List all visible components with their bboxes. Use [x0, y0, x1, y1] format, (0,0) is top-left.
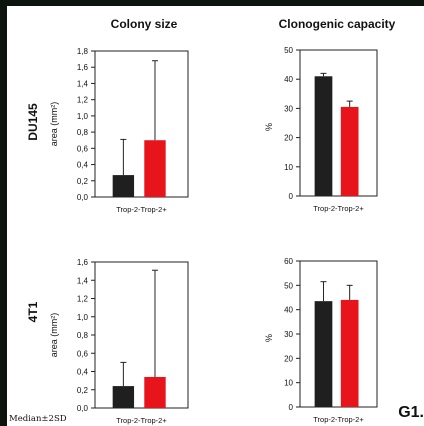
- y-tick-label: 30: [284, 330, 293, 339]
- y-tick-label: 50: [284, 281, 293, 290]
- y-tick-label: 0,8: [77, 331, 89, 340]
- y-tick-label: 40: [284, 75, 293, 84]
- category-labels: Trop-2-Trop-2+: [313, 204, 364, 213]
- y-tick-label: 1,6: [77, 63, 89, 72]
- y-tick-label: 0,4: [77, 161, 89, 170]
- y-tick-label: 0,2: [77, 177, 89, 186]
- row-label-4t1: 4T1: [26, 301, 40, 322]
- y-tick-label: 1,6: [77, 258, 89, 267]
- y-tick-label: 1,4: [77, 79, 89, 88]
- bar-trop2-pos: [144, 376, 166, 408]
- y-tick-label: 0: [289, 192, 294, 201]
- bar-trop2-pos: [340, 299, 359, 407]
- y-tick-label: 10: [284, 163, 293, 172]
- category-labels: Trop-2-Trop-2+: [313, 415, 364, 424]
- charts-group: 0,0 0,2 0,4 0,6 0,8 1,0 1,2 1,4 1,6 1,8 area (mm²)…: [49, 46, 378, 425]
- chart-du145-clonogenic-capacity: 0 10 20 30 40 50% Trop-2-Trop-2+: [264, 46, 378, 213]
- y-axis-label: %: [264, 123, 274, 131]
- y-tick-label: 0,0: [77, 404, 89, 413]
- bar-trop2-neg: [314, 301, 333, 407]
- y-tick-label: 1,2: [77, 295, 89, 304]
- y-tick-label: 0,0: [77, 193, 89, 202]
- y-tick-label: 0,2: [77, 386, 89, 395]
- bar-trop2-neg: [112, 386, 135, 408]
- y-tick-label: 1,0: [77, 112, 89, 121]
- figure-canvas: Colony size Clonogenic capacity DU145 4T…: [26, 17, 396, 425]
- y-tick-label: 20: [284, 134, 293, 143]
- bar-trop2-neg: [112, 175, 135, 197]
- y-tick-label: 60: [284, 257, 293, 266]
- chart-du145-colony-size: 0,0 0,2 0,4 0,6 0,8 1,0 1,2 1,4 1,6 1,8 area (mm²)…: [49, 47, 189, 214]
- y-tick-label: 20: [284, 354, 293, 363]
- bar-trop2-pos: [144, 140, 166, 197]
- y-axis-label: %: [264, 334, 274, 342]
- plot-frame: [299, 260, 378, 408]
- row-label-du145: DU145: [26, 103, 40, 141]
- y-tick-label: 50: [284, 46, 293, 55]
- chart-4t1-clonogenic-capacity: 0 10 20 30 40 50 60% Trop-2-Trop-2+: [264, 257, 378, 424]
- y-tick-label: 0: [289, 403, 294, 412]
- category-labels: Trop-2-Trop-2+: [116, 205, 167, 214]
- y-tick-label: 1,8: [77, 47, 89, 56]
- y-tick-label: 40: [284, 306, 293, 315]
- col-title-colony-size: Colony size: [111, 17, 178, 31]
- y-tick-label: 1,4: [77, 276, 89, 285]
- y-tick-label: 0,8: [77, 128, 89, 137]
- footnote: Median±2SD: [9, 414, 67, 424]
- plot-frame: [94, 261, 189, 409]
- y-tick-label: 1,0: [77, 313, 89, 322]
- chart-4t1-colony-size: 0,0 0,2 0,4 0,6 0,8 1,0 1,2 1,4 1,6 area (mm²) Tro…: [49, 258, 189, 425]
- y-tick-label: 0,6: [77, 144, 89, 153]
- figure-panel: Colony size Clonogenic capacity DU145 4T…: [7, 6, 424, 426]
- y-tick-label: 0,4: [77, 368, 89, 377]
- y-tick-label: 10: [284, 379, 293, 388]
- y-tick-label: 30: [284, 104, 293, 113]
- bar-trop2-pos: [340, 106, 359, 196]
- category-labels: Trop-2-Trop-2+: [116, 416, 167, 425]
- plot-frame: [94, 50, 189, 198]
- y-axis-label: area (mm²): [49, 102, 59, 147]
- col-title-clonogenic-capacity: Clonogenic capacity: [279, 17, 396, 31]
- y-tick-label: 0,6: [77, 349, 89, 358]
- y-axis-label: area (mm²): [49, 313, 59, 358]
- panel-id: G1.: [398, 404, 424, 421]
- bar-trop2-neg: [314, 76, 333, 196]
- y-tick-label: 1,2: [77, 96, 89, 105]
- plot-frame: [299, 49, 378, 197]
